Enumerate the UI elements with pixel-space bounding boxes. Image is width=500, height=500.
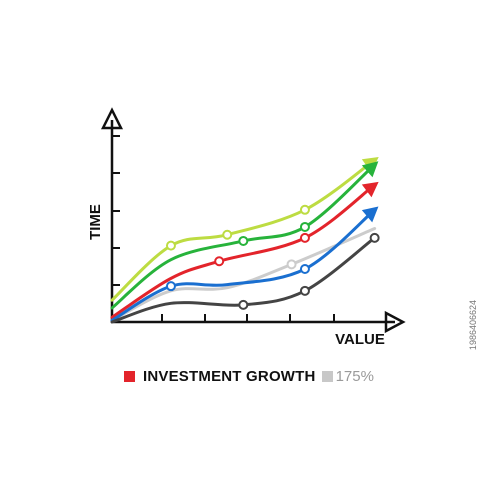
x-axis-arrow-icon <box>384 310 406 334</box>
series-arrowhead-3 <box>361 181 379 198</box>
legend-percent: 175% <box>335 368 374 385</box>
series-4-point-1 <box>286 259 297 270</box>
series-3-point-1 <box>214 256 225 267</box>
series-1-point-2 <box>222 229 233 240</box>
series-line-1 <box>110 158 377 302</box>
series-6 <box>110 232 380 324</box>
series-line-4 <box>110 227 377 322</box>
series-1-point-3 <box>299 204 310 215</box>
series-5-point-1 <box>165 281 176 292</box>
series-6-point-2 <box>299 285 310 296</box>
series-4 <box>110 227 377 322</box>
series-6-point-3 <box>369 232 380 243</box>
watermark-id: 1986406624 <box>468 300 478 351</box>
axes <box>100 107 406 334</box>
series-1 <box>110 157 379 302</box>
x-axis-label: VALUE <box>335 331 385 348</box>
series-2 <box>110 161 379 310</box>
series-line-5 <box>110 208 377 322</box>
series-5 <box>110 206 379 322</box>
series-3 <box>110 181 379 319</box>
series-3-point-2 <box>299 232 310 243</box>
series-5-point-2 <box>299 264 310 275</box>
legend-percent-swatch <box>321 371 333 382</box>
series-arrowhead-5 <box>361 206 379 223</box>
legend: INVESTMENT GROWTH 175% <box>124 368 374 385</box>
series-arrowhead-2 <box>361 161 379 178</box>
axis-ticks <box>112 135 335 322</box>
series-2-point-1 <box>238 235 249 246</box>
legend-label: INVESTMENT GROWTH <box>143 368 316 385</box>
y-axis-label: TIME <box>87 204 104 240</box>
series-6-point-1 <box>238 299 249 310</box>
y-axis-arrow-icon <box>100 107 124 130</box>
legend-swatch <box>124 371 135 382</box>
series-1-point-1 <box>165 240 176 251</box>
series-layer <box>110 157 380 324</box>
series-2-point-2 <box>299 221 310 232</box>
